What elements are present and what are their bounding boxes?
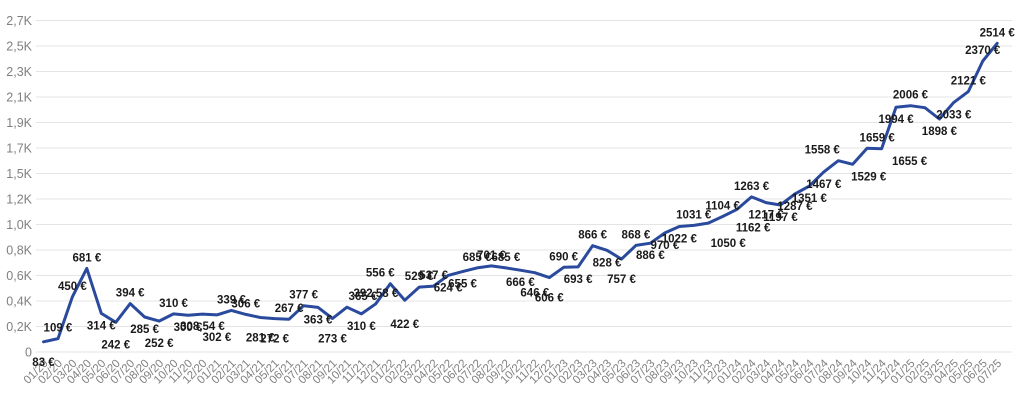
data-label: 537 € — [419, 270, 448, 282]
data-label: 306 € — [231, 298, 260, 310]
data-label: 556 € — [366, 268, 395, 280]
data-label: 281 € — [246, 332, 275, 344]
data-label: 685 € — [463, 252, 492, 264]
data-label: 422 € — [390, 319, 419, 331]
data-label: 339 € — [217, 294, 246, 306]
data-label: 450 € — [58, 281, 87, 293]
data-label: 310 € — [159, 298, 188, 310]
data-label: 1467 € — [806, 179, 842, 191]
y-axis-label: 1,2K — [6, 193, 32, 207]
data-label: 1898 € — [922, 126, 958, 138]
y-axis-label: 1,9K — [6, 116, 32, 130]
data-label: 1050 € — [711, 238, 747, 250]
data-label: 970 € — [650, 240, 679, 252]
data-label: 109 € — [44, 323, 73, 335]
data-label: 242 € — [101, 339, 130, 351]
data-label: 302 € — [203, 332, 232, 344]
data-label: 310 € — [347, 321, 376, 333]
y-axis-label: 1,7K — [6, 142, 32, 156]
y-axis-label: 0,2K — [6, 320, 32, 334]
data-label: 646 € — [520, 288, 549, 300]
data-label: 1659 € — [860, 132, 896, 144]
data-label: 1655 € — [892, 156, 928, 168]
data-label: 394 € — [116, 288, 145, 300]
data-label: 2006 € — [893, 90, 929, 102]
data-label: 1529 € — [851, 171, 887, 183]
data-label: 681 € — [72, 252, 101, 264]
data-label: 2121 € — [951, 76, 987, 88]
data-label: 1287 € — [777, 201, 813, 213]
data-label: 1263 € — [734, 181, 770, 193]
y-axis-label: 2,7K — [6, 14, 32, 28]
y-axis-label: 0,8K — [6, 244, 32, 258]
data-label: 252 € — [145, 338, 174, 350]
data-label: 866 € — [578, 230, 607, 242]
y-axis-label: 2,5K — [6, 40, 32, 54]
data-label: 2514 € — [980, 27, 1016, 39]
y-axis-label: 0,6K — [6, 269, 32, 283]
data-label: 2370 € — [965, 45, 1001, 57]
data-label: 392,58 € — [353, 288, 398, 300]
data-label: 757 € — [607, 274, 636, 286]
data-label: 363 € — [304, 314, 333, 326]
data-label: 1031 € — [676, 209, 712, 221]
data-label: 285 € — [130, 324, 159, 336]
y-axis-label: 2,3K — [6, 65, 32, 79]
data-label: 868 € — [622, 229, 651, 241]
data-label: 666 € — [506, 277, 535, 289]
y-axis-label: 1,5K — [6, 167, 32, 181]
data-label: 1994 € — [878, 114, 914, 126]
data-label: 1162 € — [736, 222, 771, 234]
data-label: 606 € — [535, 293, 564, 305]
data-label: 272 € — [260, 334, 289, 346]
data-label: 273 € — [318, 333, 347, 345]
data-label: 1351 € — [792, 193, 828, 205]
y-axis-label: 2,1K — [6, 91, 32, 105]
data-label: 693 € — [564, 274, 593, 286]
data-label: 300 € — [174, 322, 203, 334]
data-label: 314 € — [87, 320, 116, 332]
data-label: 365 € — [349, 291, 378, 303]
data-label: 529 € — [405, 271, 434, 283]
y-axis-label: 0 — [25, 346, 32, 360]
data-label: 1104 € — [705, 200, 740, 212]
data-label: 886 € — [636, 250, 665, 262]
data-label: 828 € — [593, 257, 622, 269]
data-label: 1197 € — [763, 212, 798, 224]
series-line — [42, 41, 999, 344]
data-label: 308,54 € — [180, 321, 225, 333]
data-label: 2033 € — [936, 109, 972, 121]
data-label: 267 € — [275, 303, 304, 315]
data-label: 1217 € — [748, 210, 784, 222]
data-label: 690 € — [549, 251, 578, 263]
data-label: 1022 € — [662, 234, 698, 246]
y-axis-label: 0,4K — [6, 295, 32, 309]
data-label: 685 € — [492, 252, 521, 264]
data-label: 1558 € — [805, 145, 841, 157]
data-label: 624 € — [434, 282, 463, 294]
data-label: 83 € — [32, 357, 55, 369]
y-axis-label: 1,0K — [6, 218, 32, 232]
data-label: 655 € — [448, 279, 477, 291]
data-label: 701 € — [477, 250, 506, 262]
data-label: 377 € — [289, 290, 318, 302]
